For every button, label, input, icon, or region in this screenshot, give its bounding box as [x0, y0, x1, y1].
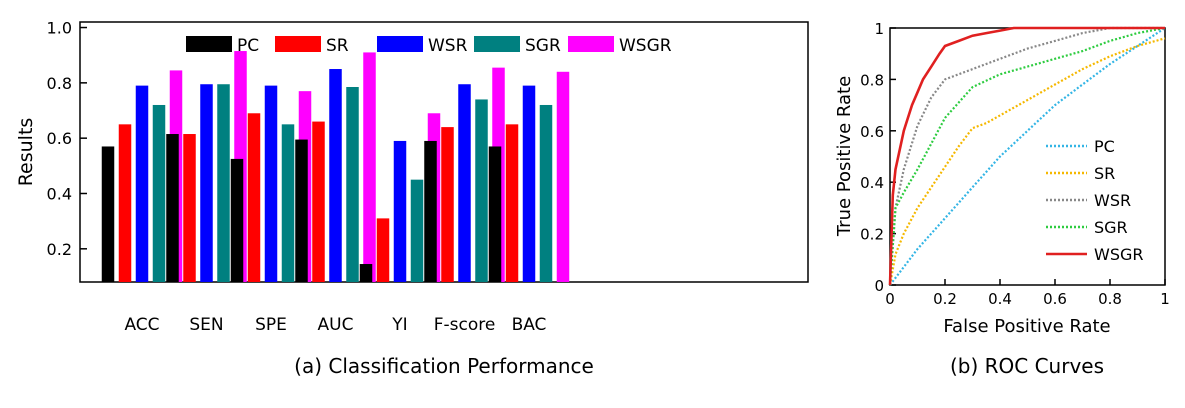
roc-legend-label-wsr: WSR — [1094, 191, 1131, 210]
bar-sgr-yi — [410, 179, 424, 282]
bar-sr-yi — [376, 218, 390, 282]
roc-x-tick-label: 0 — [885, 290, 895, 308]
roc-x-tick-label: 1 — [1160, 290, 1170, 308]
bar-pc-f-score — [424, 140, 437, 282]
bar-y-tick-label: 1.0 — [47, 19, 72, 38]
roc-line-sgr — [888, 26, 1166, 286]
bar-x-tick-label: SEN — [189, 315, 223, 335]
legend-swatch-wsr — [377, 36, 423, 52]
roc-x-ticks: 0 0.2 0.4 0.6 0.8 1 — [885, 279, 1170, 308]
roc-y-tick-label: 0.4 — [860, 174, 884, 192]
roc-y-tick-label: 0.8 — [860, 71, 884, 89]
legend-label-sr: SR — [326, 36, 349, 56]
bar-caption: (a) Classification Performance — [294, 354, 594, 378]
bar-x-tick-label: SPE — [255, 315, 287, 335]
roc-y-axis-label: True Positive Rate — [834, 76, 855, 237]
bar-y-tick-label: 0.4 — [47, 184, 72, 203]
bar-sgr-f-score — [475, 99, 488, 282]
roc-x-tick-label: 0.6 — [1043, 290, 1067, 308]
roc-x-axis-label: False Positive Rate — [943, 316, 1110, 337]
roc-legend-label-pc: PC — [1094, 137, 1115, 156]
bar-sr-auc — [312, 121, 325, 283]
bar-x-tick-label: YI — [391, 315, 407, 335]
legend-swatch-wsgr — [568, 36, 614, 52]
legend-swatch-sr — [275, 36, 321, 52]
bar-wsr-bac — [522, 85, 536, 282]
bar-x-tick-label: F-score — [434, 315, 496, 335]
legend-label-sgr: SGR — [525, 36, 561, 56]
bar-x-tick-label: BAC — [512, 315, 547, 335]
legend-swatch-pc — [186, 36, 232, 52]
roc-y-tick-label: 1 — [874, 20, 884, 38]
bar-y-tick-label: 0.8 — [47, 74, 72, 93]
bar-wsgr-bac — [556, 71, 570, 282]
roc-line-pc — [889, 27, 1166, 286]
roc-y-tick-label: 0 — [874, 277, 884, 295]
bar-sgr-bac — [539, 104, 553, 282]
bar-wsr-sen — [200, 84, 213, 282]
bar-wsr-yi — [393, 140, 407, 282]
roc-caption: (b) ROC Curves — [950, 354, 1104, 378]
bar-pc-bac — [488, 146, 502, 282]
roc-y-ticks: 0 0.2 0.4 0.6 0.8 1 — [860, 20, 896, 295]
bar-wsr-acc — [135, 85, 149, 282]
bar-wsr-f-score — [458, 84, 471, 282]
bar-legend: PC SR WSR SGR WSGR — [186, 36, 672, 56]
roc-line-sr — [888, 37, 1166, 286]
bar-sgr-spe — [281, 124, 295, 282]
roc-legend: PC SR WSR SGR WSGR — [1046, 137, 1144, 264]
roc-y-tick-label: 0.2 — [860, 226, 884, 244]
bar-x-ticks: ACC SEN SPE AUC YI F-score BAC — [124, 315, 546, 335]
bar-y-ticks: 0.2 0.4 0.6 0.8 1.0 — [47, 19, 87, 259]
roc-line-wsgr — [888, 26, 1165, 286]
roc-x-tick-label: 0.8 — [1098, 290, 1122, 308]
bar-pc-acc — [101, 146, 115, 282]
bar-pc-spe — [230, 158, 244, 282]
bar-sr-spe — [247, 113, 261, 282]
legend-label-wsgr: WSGR — [619, 36, 672, 56]
bar-series — [101, 51, 570, 283]
bar-pc-auc — [295, 139, 308, 282]
bar-sr-sen — [183, 134, 196, 282]
bar-chart-panel: 0.2 0.4 0.6 0.8 1.0 ACC SEN SPE AUC YI F-score BAC… — [15, 19, 809, 378]
roc-legend-label-sr: SR — [1094, 164, 1115, 183]
legend-label-pc: PC — [237, 36, 259, 56]
roc-series — [888, 26, 1166, 286]
bar-sr-f-score — [441, 127, 454, 282]
bar-y-tick-label: 0.6 — [47, 129, 72, 148]
roc-x-tick-label: 0.2 — [933, 290, 957, 308]
bar-y-axis-label: Results — [15, 118, 37, 187]
legend-swatch-sgr — [474, 36, 520, 52]
bar-sr-bac — [505, 124, 519, 282]
bar-x-tick-label: AUC — [318, 315, 354, 335]
bar-sgr-sen — [217, 84, 230, 282]
roc-legend-label-sgr: SGR — [1094, 218, 1128, 237]
bar-y-tick-label: 0.2 — [47, 240, 72, 259]
bar-wsgr-auc — [363, 52, 376, 282]
bar-wsr-auc — [329, 69, 342, 283]
bar-sgr-auc — [346, 87, 359, 282]
bar-pc-yi — [359, 264, 373, 282]
bar-x-tick-label: ACC — [124, 315, 159, 335]
bar-sgr-acc — [152, 104, 166, 282]
bar-pc-sen — [166, 134, 179, 282]
roc-y-tick-label: 0.6 — [860, 123, 884, 141]
roc-x-tick-label: 0.4 — [988, 290, 1012, 308]
bar-sr-acc — [118, 124, 132, 282]
bar-wsr-spe — [264, 85, 278, 282]
roc-legend-label-wsgr: WSGR — [1094, 245, 1144, 264]
legend-label-wsr: WSR — [428, 36, 468, 56]
roc-chart-panel: 0 0.2 0.4 0.6 0.8 1 0 0.2 0.4 0.6 0.8 1 PC SR WSR SGR… — [834, 20, 1170, 378]
